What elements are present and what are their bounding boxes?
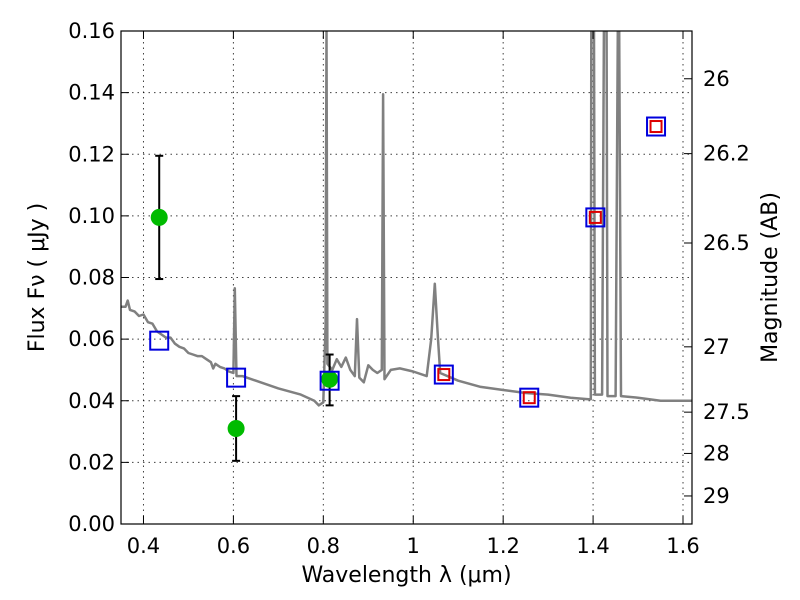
y-tick-label: 0.02: [68, 450, 115, 474]
model-alt-flux-square: [437, 368, 451, 382]
x-tick-label: 0.8: [307, 534, 340, 558]
x-tick-label: 0.4: [127, 534, 160, 558]
y2-tick-label: 26.2: [703, 142, 750, 166]
model-spectrum-line: [121, 31, 692, 407]
observed-flux-point: [321, 370, 339, 388]
x-axis-label: Wavelength λ (μm): [301, 563, 511, 588]
y2-tick-label: 29: [703, 484, 730, 508]
model-alt-flux-square: [649, 120, 663, 134]
x-tick-label: 1: [407, 534, 420, 558]
x-tick-label: 1.4: [576, 534, 609, 558]
x-tick-label: 1.6: [666, 534, 699, 558]
y-tick-label: 0.04: [68, 389, 115, 413]
model-band-flux-square: [519, 387, 540, 408]
y2-axis-label: Magnitude (AB): [758, 192, 783, 363]
model-band-flux-square: [433, 364, 454, 385]
y-tick-label: 0.06: [68, 327, 115, 351]
y-tick-label: 0.08: [68, 266, 115, 290]
y-tick-label: 0.10: [68, 204, 115, 228]
observed-flux-point: [150, 208, 168, 226]
observed-flux-point: [227, 419, 245, 437]
model-alt-flux-square: [588, 210, 602, 224]
model-band-flux-square: [585, 207, 606, 228]
ticks: 0.4 0.6 0.8 1 1.2 1.4 1.6 0.00 0.02 0.04 0.06 0.08 0…: [68, 19, 750, 558]
y-tick-label: 0.16: [68, 19, 115, 43]
y2-tick-label: 27.5: [703, 400, 750, 424]
y-tick-label: 0.12: [68, 142, 115, 166]
y2-tick-label: 28: [703, 441, 730, 465]
photometry-layer: [149, 116, 667, 462]
y-tick-label: 0.00: [68, 512, 115, 536]
model-band-flux-square: [149, 330, 170, 351]
model-alt-flux-square: [522, 391, 536, 405]
x-tick-label: 0.6: [217, 534, 250, 558]
model-band-flux-square: [319, 370, 340, 391]
y2-tick-label: 26: [703, 67, 730, 91]
y-tick-label: 0.14: [68, 81, 115, 105]
model-band-flux-square: [646, 116, 667, 137]
y2-tick-label: 26.5: [703, 231, 750, 255]
y-axis-label: Flux Fν ( μJy ): [25, 203, 50, 352]
model-band-flux-square: [226, 367, 247, 388]
spectrum-layer: [121, 31, 692, 407]
y2-tick-label: 27: [703, 335, 730, 359]
x-tick-label: 1.2: [486, 534, 519, 558]
